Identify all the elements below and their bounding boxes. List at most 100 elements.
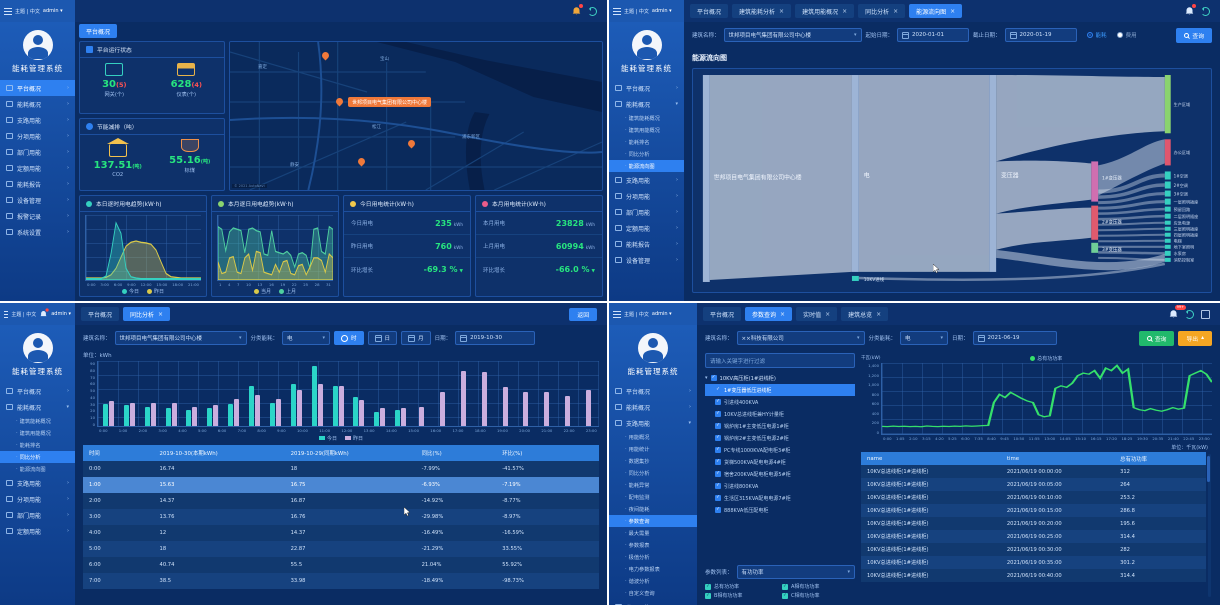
theme-switch[interactable]: 主题 | 中文 [624, 311, 649, 318]
param-checkbox[interactable]: ✓ B相有功功率 [705, 592, 743, 599]
sidebar-item[interactable]: 支路用能 › [0, 112, 75, 128]
map-pin[interactable] [334, 96, 345, 107]
sidebar-item[interactable]: 系统设置 › [0, 224, 75, 240]
tab-建筑能耗分析[interactable]: 建筑能耗分析 × [732, 4, 792, 18]
table-row[interactable]: 10KV总进线柜(1#进线柜) 2021/06/19 00:40:00 314.4 [861, 569, 1206, 582]
close-icon[interactable]: × [876, 310, 882, 318]
bar-group[interactable] [536, 361, 557, 426]
table-row[interactable]: 0:00 16.74 18 -7.99% -41.57% [83, 461, 599, 477]
table-row[interactable]: 3:00 13.76 16.76 -29.98% -8.97% [83, 509, 599, 525]
tab-参数查询[interactable]: 参数查询 × [745, 307, 793, 321]
sidebar-subitem[interactable]: 同比分析 [609, 467, 697, 479]
sidebar-item[interactable]: 平台概况 › [609, 383, 697, 399]
granularity-hour[interactable]: 时 [334, 331, 364, 345]
table-row[interactable]: 6:00 40.74 55.5 21.04% 55.92% [83, 557, 599, 573]
tree-item[interactable]: ✓ 生活区315KVA配电电源7#柜 [715, 495, 791, 502]
sidebar-subitem[interactable]: 数据集抄 [609, 455, 697, 467]
tab-平台概况[interactable]: 平台概况 [690, 4, 729, 18]
sidebar-subitem[interactable]: 参数查询 [609, 515, 697, 527]
tab-平台概况[interactable]: 平台概况 [81, 307, 120, 321]
sidebar-item[interactable]: 平台概况 › [0, 383, 75, 399]
sankey-node[interactable] [1164, 75, 1171, 134]
avatar[interactable] [638, 333, 668, 363]
building-select[interactable]: ××科技有限公司 ▾ [736, 331, 865, 345]
close-icon[interactable]: × [893, 7, 899, 15]
date-input[interactable]: 2021-06-19 [972, 331, 1057, 345]
checkbox-icon[interactable]: ✓ [715, 387, 721, 393]
sidebar-item[interactable]: 分项用能› [0, 128, 75, 144]
param-checkbox[interactable]: ✓ A相有功功率 [782, 583, 820, 590]
sidebar-item[interactable]: 支路用能 › [609, 172, 684, 188]
bar-group[interactable] [495, 361, 516, 426]
tab-同比分析[interactable]: 同比分析 × [858, 4, 906, 18]
sankey-node[interactable] [1164, 190, 1171, 197]
bar-group[interactable] [286, 361, 307, 426]
sidebar-item[interactable]: 分项用能› [609, 188, 684, 204]
table-row[interactable]: 10KV总进线柜(1#进线柜) 2021/06/19 00:30:00 282 [861, 543, 1206, 556]
sidebar-subitem[interactable]: 能耗排名 [0, 439, 75, 451]
sidebar-item[interactable]: 支路用能 ▾ [609, 415, 697, 431]
param-checkbox[interactable]: ✓ 总有功功率 [705, 583, 740, 590]
legend-yesterday[interactable]: 昨日 [147, 288, 164, 295]
bar-chart[interactable] [97, 361, 599, 427]
granularity-day[interactable]: 日 [367, 331, 398, 345]
sidebar-item[interactable]: 能耗概况 ▾ [609, 96, 684, 112]
map-panel[interactable]: 世邦项目电气集团有限公司中心楼 嘉定 宝山 静安 浦东新区 松江 © 2021 Auto… [229, 41, 603, 191]
close-icon[interactable]: × [158, 310, 164, 318]
param-checkbox[interactable]: ✓ C相有功功率 [782, 592, 820, 599]
legend-this-month[interactable]: 当月 [253, 288, 271, 295]
checkbox-icon[interactable]: ✓ [715, 399, 721, 405]
checkbox-icon[interactable]: ✓ [715, 495, 721, 501]
bar-group[interactable] [161, 361, 182, 426]
sankey-node[interactable] [1164, 244, 1171, 249]
refresh-icon[interactable] [1201, 6, 1210, 16]
close-icon[interactable]: × [950, 7, 956, 15]
tree-item[interactable]: ✓ 10KV总进线柜兼HY计量柜 [715, 411, 784, 418]
tree-item[interactable]: ✓ 宿舍200KVA配电柜电源5#柜 [715, 471, 791, 478]
sidebar-item[interactable]: 能耗概况 › [609, 399, 697, 415]
sidebar-subitem[interactable]: 能耗异常 [609, 479, 697, 491]
map-tooltip[interactable]: 世邦项目电气集团有限公司中心楼 [348, 97, 432, 107]
tab-实时值[interactable]: 实时值 × [796, 307, 838, 321]
checkbox-icon[interactable]: ✓ [715, 423, 721, 429]
sidebar-subitem[interactable]: 同比分析 [609, 148, 684, 160]
user-menu[interactable]: admin ▾ [42, 8, 63, 14]
sankey-node[interactable] [1164, 238, 1171, 243]
sidebar-item[interactable]: 定额用能 › [609, 220, 684, 236]
map-pin[interactable] [356, 156, 367, 167]
tree-search-input[interactable]: 请输入关键字进行过滤 [705, 353, 855, 368]
category-select[interactable]: 电 ▾ [900, 331, 949, 345]
building-select[interactable]: 世邦项目电气集团有限公司中心楼 ▾ [723, 28, 862, 42]
sidebar-item[interactable]: 设备管理 › [0, 192, 75, 208]
back-button[interactable]: 返回 [569, 307, 597, 321]
bar-group[interactable] [140, 361, 161, 426]
tree-item[interactable]: ✓ 货梯500KVA配电电源4#柜 [715, 459, 786, 466]
close-icon[interactable]: × [779, 7, 785, 15]
close-icon[interactable]: × [825, 310, 831, 318]
tree-item[interactable]: ✓ 锅炉房2#主变低压电源2#柜 [715, 435, 789, 442]
table-row[interactable]: 10KV总进线柜(1#进线柜) 2021/06/19 00:35:00 301.2 [861, 556, 1206, 569]
refresh-icon[interactable] [588, 6, 597, 16]
sankey-node[interactable] [1164, 139, 1171, 166]
hamburger-icon[interactable] [4, 7, 12, 15]
date-input[interactable]: 2019-10-30 [455, 331, 536, 345]
checkbox-icon[interactable]: ✓ [710, 375, 717, 381]
sidebar-subitem[interactable]: 建筑用能概况 [609, 124, 684, 136]
sidebar-subitem[interactable]: 参数报表 [609, 539, 697, 551]
checkbox-icon[interactable]: ✓ [715, 507, 721, 513]
sidebar-subitem[interactable]: 建筑能耗概况 [0, 415, 75, 427]
sidebar-item[interactable]: 支路用能 › [0, 475, 75, 491]
param-type-select[interactable]: 有功功率 ▾ [736, 565, 855, 579]
user-menu[interactable]: admin ▾ [651, 8, 672, 14]
sidebar-subitem[interactable]: 电力参数报表 [609, 563, 697, 575]
avatar[interactable] [22, 30, 53, 60]
tab-建筑用能概况[interactable]: 建筑用能概况 × [795, 4, 855, 18]
sidebar-item[interactable]: 部门用能 › [609, 204, 684, 220]
table-row[interactable]: 10KV总进线柜(1#进线柜) 2021/06/19 00:20:00 195.6 [861, 517, 1206, 530]
sidebar-item[interactable]: 能耗报告 › [0, 176, 75, 192]
table-row[interactable]: 7:00 38.5 33.98 -18.49% -98.73% [83, 573, 599, 589]
sankey-node[interactable] [1164, 213, 1171, 219]
theme-switch[interactable]: 主题 | 中文 [11, 311, 37, 318]
sidebar-item[interactable]: 设备管理 › [609, 252, 684, 268]
sidebar-item[interactable]: 平台概况 › [609, 80, 684, 96]
